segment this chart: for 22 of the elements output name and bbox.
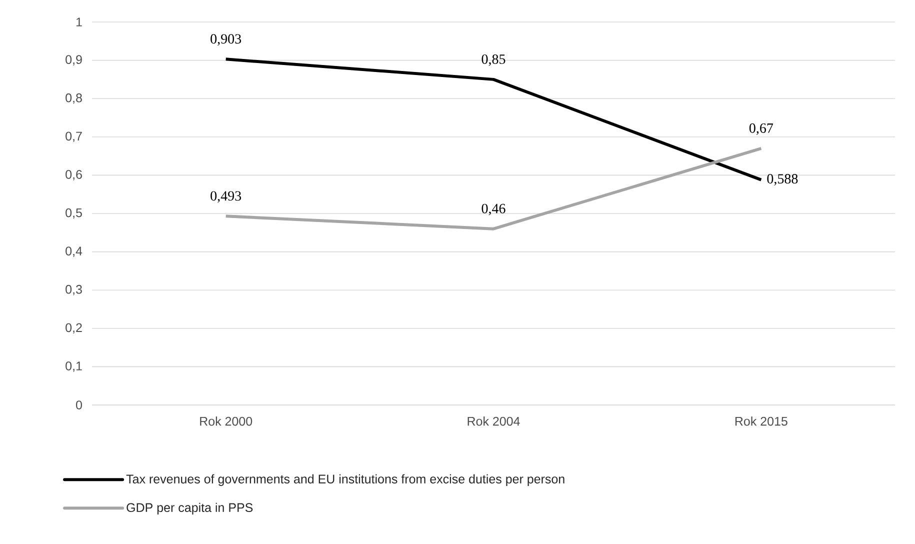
y-tick-label: 0 <box>76 400 82 410</box>
data-label: 0,46 <box>482 204 506 216</box>
x-tick-label: Rok 2015 <box>735 416 788 426</box>
data-label: 0,588 <box>767 174 798 186</box>
y-tick-label: 0,3 <box>66 284 82 296</box>
y-tick-label: 0,7 <box>66 132 82 142</box>
x-tick-label: Rok 2000 <box>200 416 252 426</box>
y-tick-label: 1 <box>76 18 82 26</box>
data-label: 0,903 <box>210 34 242 46</box>
data-label: 0,67 <box>749 123 774 135</box>
y-tick-label: 0,1 <box>66 362 82 372</box>
data-label: 0,85 <box>482 54 506 66</box>
legend-label: GDP per capita in PPS <box>126 502 253 514</box>
y-tick-label: 0,9 <box>66 55 82 66</box>
y-tick-label: 0,8 <box>66 93 82 104</box>
y-tick-label: 0,6 <box>66 170 82 180</box>
legend-label: Tax revenues of governments and EU institutions from excise duties per person <box>126 474 564 486</box>
data-label: 0,493 <box>210 191 242 203</box>
x-tick-label: Rok 2004 <box>468 416 520 426</box>
y-tick-label: 0,5 <box>66 208 82 219</box>
y-tick-label: 0,2 <box>66 323 82 334</box>
y-tick-label: 0,4 <box>66 246 82 257</box>
